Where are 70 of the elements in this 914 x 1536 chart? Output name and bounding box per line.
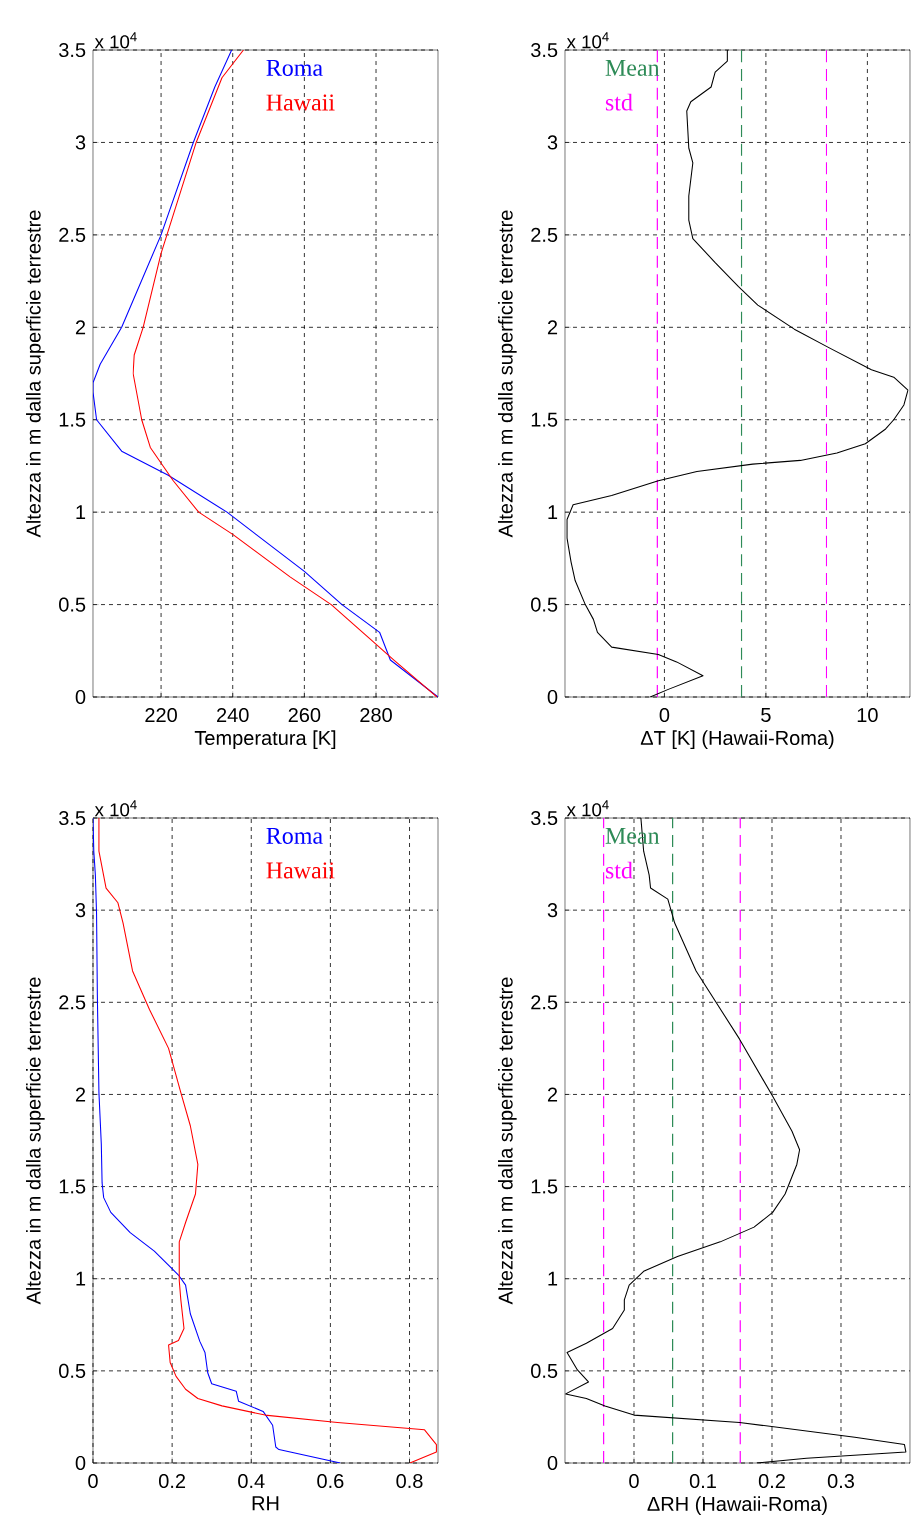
x-axis-title: Temperatura [K] (194, 730, 336, 750)
x-tick-label: 280 (360, 707, 392, 723)
y-tick-label: 1 (76, 505, 86, 520)
y-tick-label: 2.5 (59, 995, 86, 1010)
y-tick-label: 2 (547, 1087, 558, 1102)
y-tick-label: 2.5 (531, 995, 558, 1010)
y-tick-label: 0 (547, 1455, 558, 1471)
y-tick-label: 2 (75, 320, 86, 335)
text: x 10$^{4}$ (566, 800, 609, 817)
line-series (565, 818, 907, 1464)
x-tick-label: 0.1 (689, 1473, 716, 1489)
x-tick-label: 220 (145, 707, 177, 723)
series-label: Roma (266, 59, 323, 76)
x-axis-title: ΔRH (Hawaii-Roma) (647, 1496, 827, 1515)
y-tick-label: 1.5 (531, 412, 558, 427)
text: Hawaii (266, 862, 335, 879)
x-tick-label: 0.8 (396, 1473, 423, 1489)
y-tick-label: 1.5 (531, 1179, 558, 1194)
ref-line-label: Mean (605, 59, 660, 76)
y-tick-label: 0 (547, 689, 558, 705)
ref-line-label: std (605, 861, 633, 879)
y-tick-label: 0 (75, 689, 86, 705)
y-tick-label: 0.5 (59, 1363, 86, 1378)
y-tick-label: 1 (548, 1271, 558, 1286)
x-tick-label: 0 (629, 1473, 639, 1489)
y-tick-label: 2.5 (59, 227, 86, 242)
y-tick-label: 1.5 (59, 412, 86, 427)
y-tick-label: 0 (75, 1455, 86, 1471)
x-tick-label: 10 (857, 707, 878, 723)
x-axis-title: RH (252, 1496, 279, 1511)
y-tick-label: 3 (547, 135, 558, 150)
x-tick-label: 0 (88, 1473, 98, 1489)
y-tick-label: 3.5 (59, 810, 86, 826)
text: Roma (266, 827, 323, 844)
x-tick-label: 0.2 (758, 1473, 785, 1489)
ref-line-label: std (605, 93, 633, 111)
x-axis-title: ΔT [K] (Hawaii-Roma) (640, 730, 834, 750)
y-tick-label: 3 (547, 903, 558, 918)
y-axis-title: Altezza in m dalla superficie terrestre (498, 210, 517, 538)
x-tick-label: 0.2 (159, 1473, 186, 1489)
y-tick-label: 2 (547, 320, 558, 335)
y-tick-label: 3.5 (59, 42, 86, 58)
y-axis-title: Altezza in m dalla superficie terrestre (26, 210, 45, 538)
x-tick-label: 0.4 (238, 1473, 265, 1489)
x-tick-label: 260 (288, 707, 321, 723)
text: x 10$^{4}$ (94, 800, 137, 817)
x-tick-label: 240 (217, 707, 249, 723)
line-series (566, 50, 909, 698)
y-tick-label: 0.5 (531, 597, 558, 612)
x-tick-label: 0.3 (827, 1473, 855, 1489)
text: x 10$^{4}$ (94, 32, 137, 49)
y-tick-label: 1 (76, 1271, 86, 1286)
y-axis-title: Altezza in m dalla superficie terrestre (26, 977, 45, 1305)
y-tick-label: 3 (75, 135, 86, 150)
x-tick-label: 0 (659, 707, 670, 723)
y-tick-label: 0.5 (59, 597, 86, 612)
y-tick-label: 1 (548, 505, 558, 520)
text: x 10$^{4}$ (566, 32, 609, 49)
y-tick-label: 2.5 (531, 227, 558, 242)
line-series (98, 818, 437, 1464)
y-tick-label: 2 (75, 1087, 86, 1102)
x-tick-label: 5 (761, 707, 771, 722)
y-tick-label: 3.5 (531, 42, 558, 58)
x-tick-label: 0.6 (317, 1473, 344, 1489)
y-tick-label: 0.5 (531, 1363, 558, 1378)
y-tick-label: 3 (75, 903, 86, 918)
y-tick-label: 3.5 (531, 810, 558, 826)
y-axis-title: Altezza in m dalla superficie terrestre (498, 977, 517, 1305)
series-label: Hawaii (266, 94, 335, 111)
y-tick-label: 1.5 (59, 1179, 86, 1194)
